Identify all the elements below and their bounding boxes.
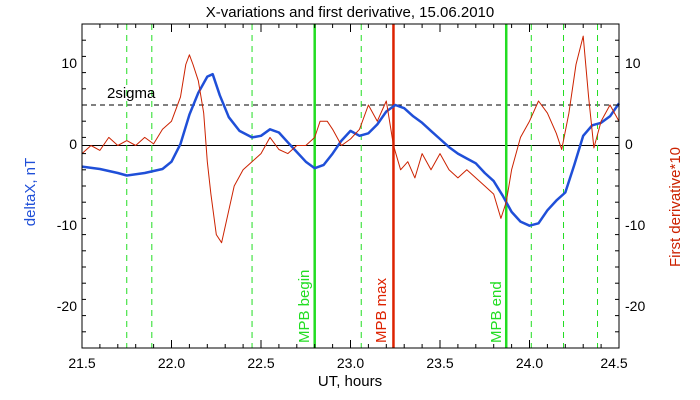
deltax-series-line: [81, 72, 621, 227]
mpb-begin-label: MPB begin: [296, 270, 313, 343]
y-right-axis-label: First derivative*10: [667, 147, 684, 267]
x-tick-label: 24.0: [516, 355, 543, 371]
x-tick-label: 24.5: [600, 355, 627, 371]
y-right-tick-label: 10: [625, 55, 641, 71]
mpb-end-label: MPB end: [488, 281, 505, 343]
x-tick-label: 22.0: [158, 355, 185, 371]
y-left-tick-label: 0: [69, 136, 77, 152]
y-left-tick-label: 10: [61, 55, 77, 71]
sigma-label: 2sigma: [107, 85, 156, 102]
vertical-markers: [126, 24, 599, 348]
y-left-axis-label: deltaX, nT: [22, 158, 39, 226]
y-left-tick-label: -20: [57, 298, 77, 314]
x-tick-label: 23.0: [337, 355, 364, 371]
derivative-series-line: [81, 35, 620, 244]
series-layer: [81, 35, 621, 244]
x-tick-label: 22.5: [247, 355, 274, 371]
mpb-max-label: MPB max: [373, 277, 390, 343]
chart-title: X-variations and first derivative, 15.06…: [206, 4, 495, 21]
reference-lines: [82, 104, 619, 146]
y-left-tick-label: -10: [57, 217, 77, 233]
y-right-tick-label: -20: [625, 298, 645, 314]
ticks: [81, 23, 620, 349]
x-tick-label: 23.5: [426, 355, 453, 371]
y-right-tick-label: -10: [625, 217, 645, 233]
y-right-tick-label: 0: [625, 136, 633, 152]
x-tick-label: 21.5: [68, 355, 95, 371]
x-axis-label: UT, hours: [318, 373, 382, 390]
